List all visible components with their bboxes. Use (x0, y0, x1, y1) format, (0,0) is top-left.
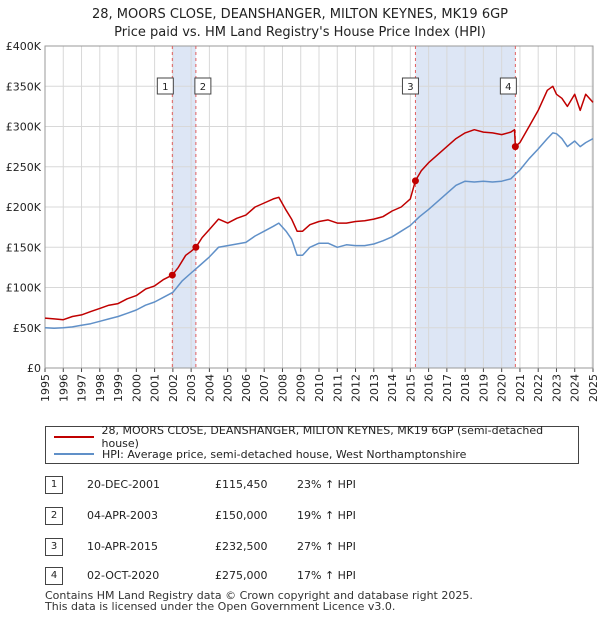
legend-label-hpi: HPI: Average price, semi-detached house,… (102, 447, 467, 461)
y-tick-label: £350K (6, 80, 42, 93)
x-tick-label: 1996 (57, 374, 70, 402)
x-tick-label: 2005 (222, 374, 235, 402)
transaction-number: 1 (45, 476, 63, 494)
transaction-price: £275,000 (215, 569, 268, 582)
x-tick-label: 2018 (459, 374, 472, 402)
x-tick-label: 2000 (130, 374, 143, 402)
footer-line-2: This data is licensed under the Open Gov… (45, 600, 396, 613)
table-row: 1 20-DEC-2001 £115,450 23% ↑ HPI (45, 476, 585, 494)
title-line-2: Price paid vs. HM Land Registry's House … (114, 25, 486, 40)
marker-box-label-3: 3 (407, 82, 413, 93)
marker-box-4 (499, 77, 517, 95)
transaction-price: £115,450 (215, 478, 268, 491)
marker-box-1 (156, 77, 174, 95)
x-tick-label: 2007 (258, 374, 271, 402)
x-tick-label: 1999 (112, 374, 125, 402)
price-chart: £0 £50K £100K £150K £200K £250K £300K £350K £400… (6, 40, 600, 402)
x-tick-label: 1998 (94, 374, 107, 402)
x-tick-label: 2001 (149, 374, 162, 402)
x-tick-label: 2022 (532, 374, 545, 402)
transaction-hpi: 17% ↑ HPI (297, 569, 356, 582)
x-tick-label: 2019 (477, 374, 490, 402)
y-tick-label: £100K (6, 282, 42, 295)
marker-box-2 (194, 77, 212, 95)
transaction-number: 3 (45, 538, 63, 556)
transaction-number: 2 (45, 507, 63, 525)
legend-swatch-property (54, 436, 94, 438)
x-tick-label: 1997 (76, 374, 89, 402)
sale-point-1 (168, 271, 176, 279)
transaction-hpi: 23% ↑ HPI (297, 478, 356, 491)
x-tick-label: 2004 (203, 374, 216, 402)
x-tick-label: 2015 (404, 374, 417, 402)
transaction-date: 04-APR-2003 (87, 509, 159, 522)
x-tick-label: 2016 (423, 374, 436, 402)
marker-box-label-4: 4 (505, 82, 511, 93)
sale-point-2 (192, 243, 200, 251)
legend: 28, MOORS CLOSE, DEANSHANGER, MILTON KEY… (45, 424, 579, 464)
x-tick-label: 2020 (496, 374, 509, 402)
x-tick-label: 2024 (569, 374, 582, 402)
transaction-hpi: 19% ↑ HPI (297, 509, 356, 522)
table-row: 3 10-APR-2015 £232,500 27% ↑ HPI (45, 538, 585, 556)
transaction-date: 02-OCT-2020 (87, 569, 160, 582)
transaction-price: £150,000 (215, 509, 268, 522)
table-row: 2 04-APR-2003 £150,000 19% ↑ HPI (45, 507, 585, 525)
title-line-1: 28, MOORS CLOSE, DEANSHANGER, MILTON KEY… (91, 7, 509, 22)
x-tick-label: 2006 (240, 374, 253, 402)
x-tick-label: 2023 (550, 374, 563, 402)
y-tick-label: £0 (27, 362, 41, 375)
y-tick-label: £200K (6, 201, 42, 214)
transaction-number: 4 (45, 567, 63, 585)
x-tick-label: 1995 (39, 374, 52, 402)
y-tick-label: £50K (13, 322, 42, 335)
x-tick-label: 2025 (587, 374, 600, 402)
x-tick-label: 2003 (185, 374, 198, 402)
y-tick-label: £300K (6, 121, 42, 134)
chart-title: 28, MOORS CLOSE, DEANSHANGER, MILTON KEY… (0, 6, 600, 42)
x-tick-label: 2008 (276, 374, 289, 402)
x-tick-label: 2014 (386, 374, 399, 402)
x-tick-label: 2011 (331, 374, 344, 402)
y-tick-label: £250K (6, 161, 42, 174)
marker-box-3 (401, 77, 419, 95)
plot-frame (44, 45, 594, 369)
transaction-date: 20-DEC-2001 (87, 478, 161, 491)
legend-item-property: 28, MOORS CLOSE, DEANSHANGER, MILTON KEY… (54, 424, 578, 450)
marker-box-label-1: 1 (162, 82, 168, 93)
x-tick-label: 2009 (295, 374, 308, 402)
x-tick-label: 2010 (313, 374, 326, 402)
x-tick-label: 2002 (167, 374, 180, 402)
x-tick-label: 2013 (368, 374, 381, 402)
transaction-hpi: 27% ↑ HPI (297, 540, 356, 553)
footer: Contains HM Land Registry data © Crown c… (45, 590, 473, 612)
footer-line-1: Contains HM Land Registry data © Crown c… (45, 589, 473, 602)
table-row: 4 02-OCT-2020 £275,000 17% ↑ HPI (45, 567, 585, 585)
sale-point-3 (411, 177, 419, 185)
legend-swatch-hpi (54, 453, 94, 455)
x-tick-label: 2021 (514, 374, 527, 402)
x-tick-label: 2017 (441, 374, 454, 402)
transaction-date: 10-APR-2015 (87, 540, 159, 553)
hpi-line (44, 132, 594, 329)
marker-box-label-2: 2 (200, 82, 206, 93)
y-tick-label: £400K (6, 40, 42, 53)
transaction-price: £232,500 (215, 540, 268, 553)
x-tick-label: 2012 (350, 374, 363, 402)
legend-item-hpi: HPI: Average price, semi-detached house,… (54, 446, 466, 462)
legend-label-property: 28, MOORS CLOSE, DEANSHANGER, MILTON KEY… (101, 424, 544, 450)
sale-point-4 (511, 143, 519, 151)
y-tick-label: £150K (6, 241, 42, 254)
